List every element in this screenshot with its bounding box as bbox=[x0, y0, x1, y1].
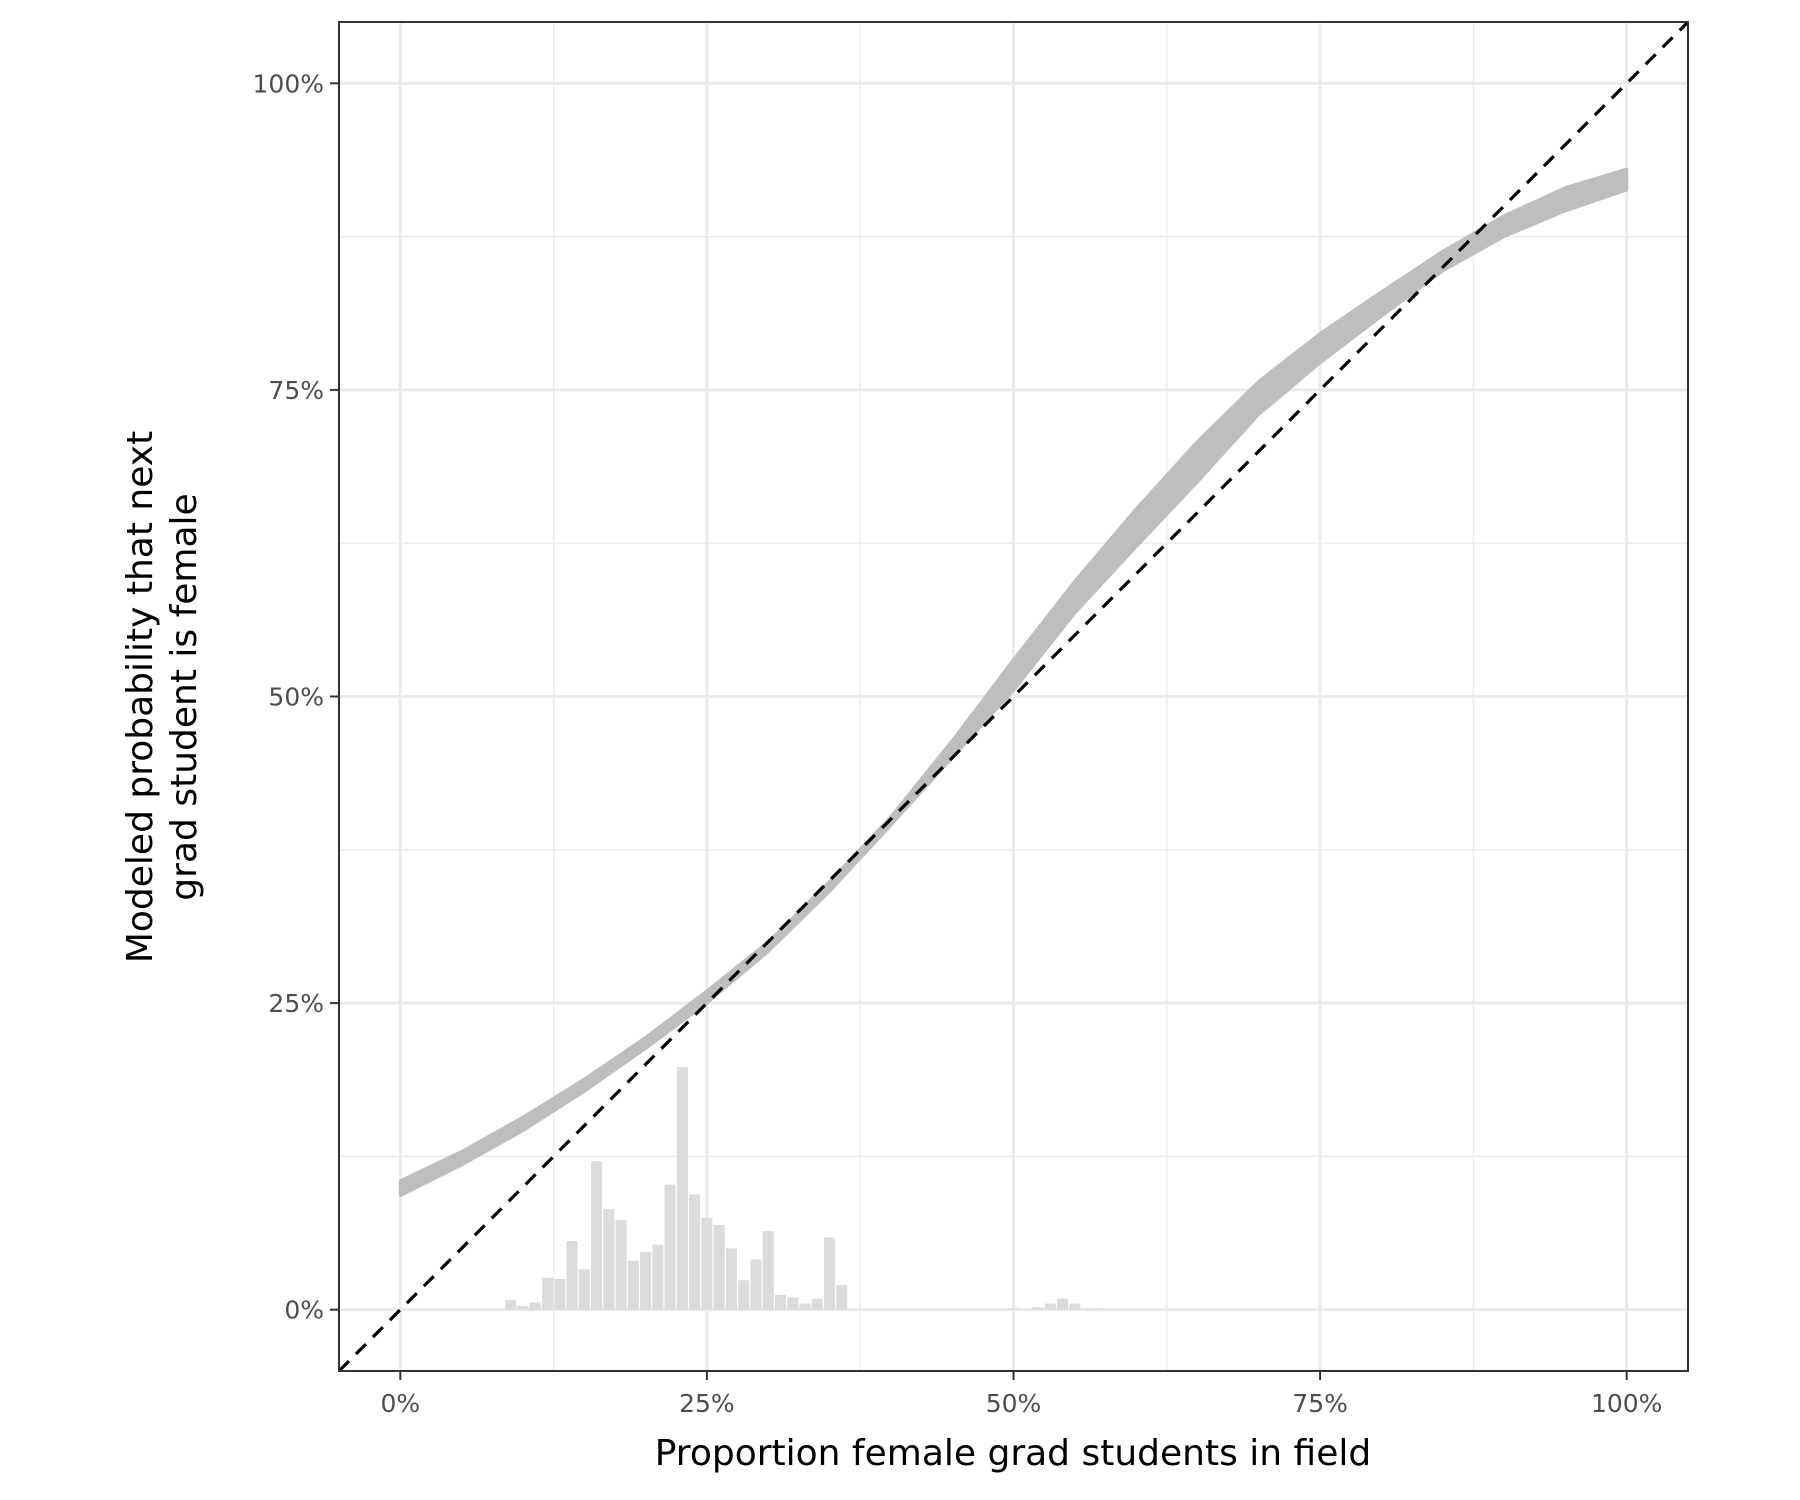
x-tick-label: 0% bbox=[380, 1389, 420, 1418]
x-tick-label: 25% bbox=[679, 1389, 735, 1418]
histogram bbox=[505, 1066, 1105, 1310]
histogram-bar bbox=[676, 1066, 688, 1310]
histogram-bar bbox=[1007, 1308, 1020, 1310]
histogram-bar bbox=[554, 1279, 566, 1310]
probability-ribbon bbox=[398, 167, 1629, 1198]
histogram-bar bbox=[787, 1297, 799, 1310]
histogram-bar bbox=[774, 1294, 787, 1310]
histogram-bar bbox=[529, 1302, 541, 1310]
histogram-bar bbox=[505, 1299, 517, 1310]
histogram-bar bbox=[1044, 1303, 1056, 1310]
y-axis-title-line-2: grad student is female bbox=[164, 493, 205, 900]
y-tick-label: 75% bbox=[268, 376, 324, 405]
histogram-bar bbox=[713, 1225, 725, 1310]
y-tick-label: 25% bbox=[268, 989, 324, 1018]
histogram-bar bbox=[603, 1209, 615, 1310]
histogram-bar bbox=[541, 1277, 554, 1310]
x-axis-title: Proportion female grad students in field bbox=[655, 1433, 1372, 1474]
histogram-bar bbox=[578, 1269, 590, 1310]
histogram-bar bbox=[799, 1303, 811, 1310]
y-tick-label: 100% bbox=[253, 69, 324, 98]
y-axis-title-line-1: Modeled probability that next bbox=[120, 431, 161, 963]
histogram-bar bbox=[517, 1306, 529, 1310]
histogram-bar bbox=[627, 1260, 639, 1310]
histogram-bar bbox=[652, 1244, 664, 1310]
y-axis: 0% 25% 50% 75% 100% bbox=[253, 69, 339, 1325]
histogram-bar bbox=[640, 1252, 652, 1310]
x-axis: 0% 25% 50% 75% 100% bbox=[380, 1371, 1662, 1418]
histogram-bar bbox=[738, 1280, 750, 1310]
x-tick-label: 50% bbox=[986, 1389, 1042, 1418]
histogram-bar bbox=[762, 1231, 774, 1310]
histogram-bar bbox=[664, 1184, 676, 1310]
histogram-bar bbox=[824, 1237, 836, 1310]
histogram-bar bbox=[689, 1194, 701, 1310]
histogram-bar bbox=[615, 1220, 627, 1310]
histogram-bar bbox=[725, 1248, 737, 1310]
histogram-bar bbox=[750, 1259, 762, 1310]
y-tick-label: 50% bbox=[268, 683, 324, 712]
y-tick-label: 0% bbox=[284, 1296, 324, 1325]
histogram-bar bbox=[591, 1161, 603, 1310]
reference-line-dashed bbox=[337, 20, 1690, 1373]
histogram-bar bbox=[1093, 1308, 1105, 1310]
histogram-bar bbox=[701, 1217, 713, 1310]
x-tick-label: 75% bbox=[1292, 1389, 1348, 1418]
histogram-bar bbox=[1057, 1298, 1069, 1310]
histogram-bar bbox=[1032, 1307, 1044, 1310]
x-tick-label: 100% bbox=[1591, 1389, 1662, 1418]
histogram-bar bbox=[811, 1298, 823, 1310]
histogram-bar bbox=[1081, 1308, 1093, 1310]
histogram-bar bbox=[1069, 1303, 1081, 1310]
histogram-bar bbox=[836, 1285, 848, 1310]
histogram-bar bbox=[566, 1241, 578, 1310]
